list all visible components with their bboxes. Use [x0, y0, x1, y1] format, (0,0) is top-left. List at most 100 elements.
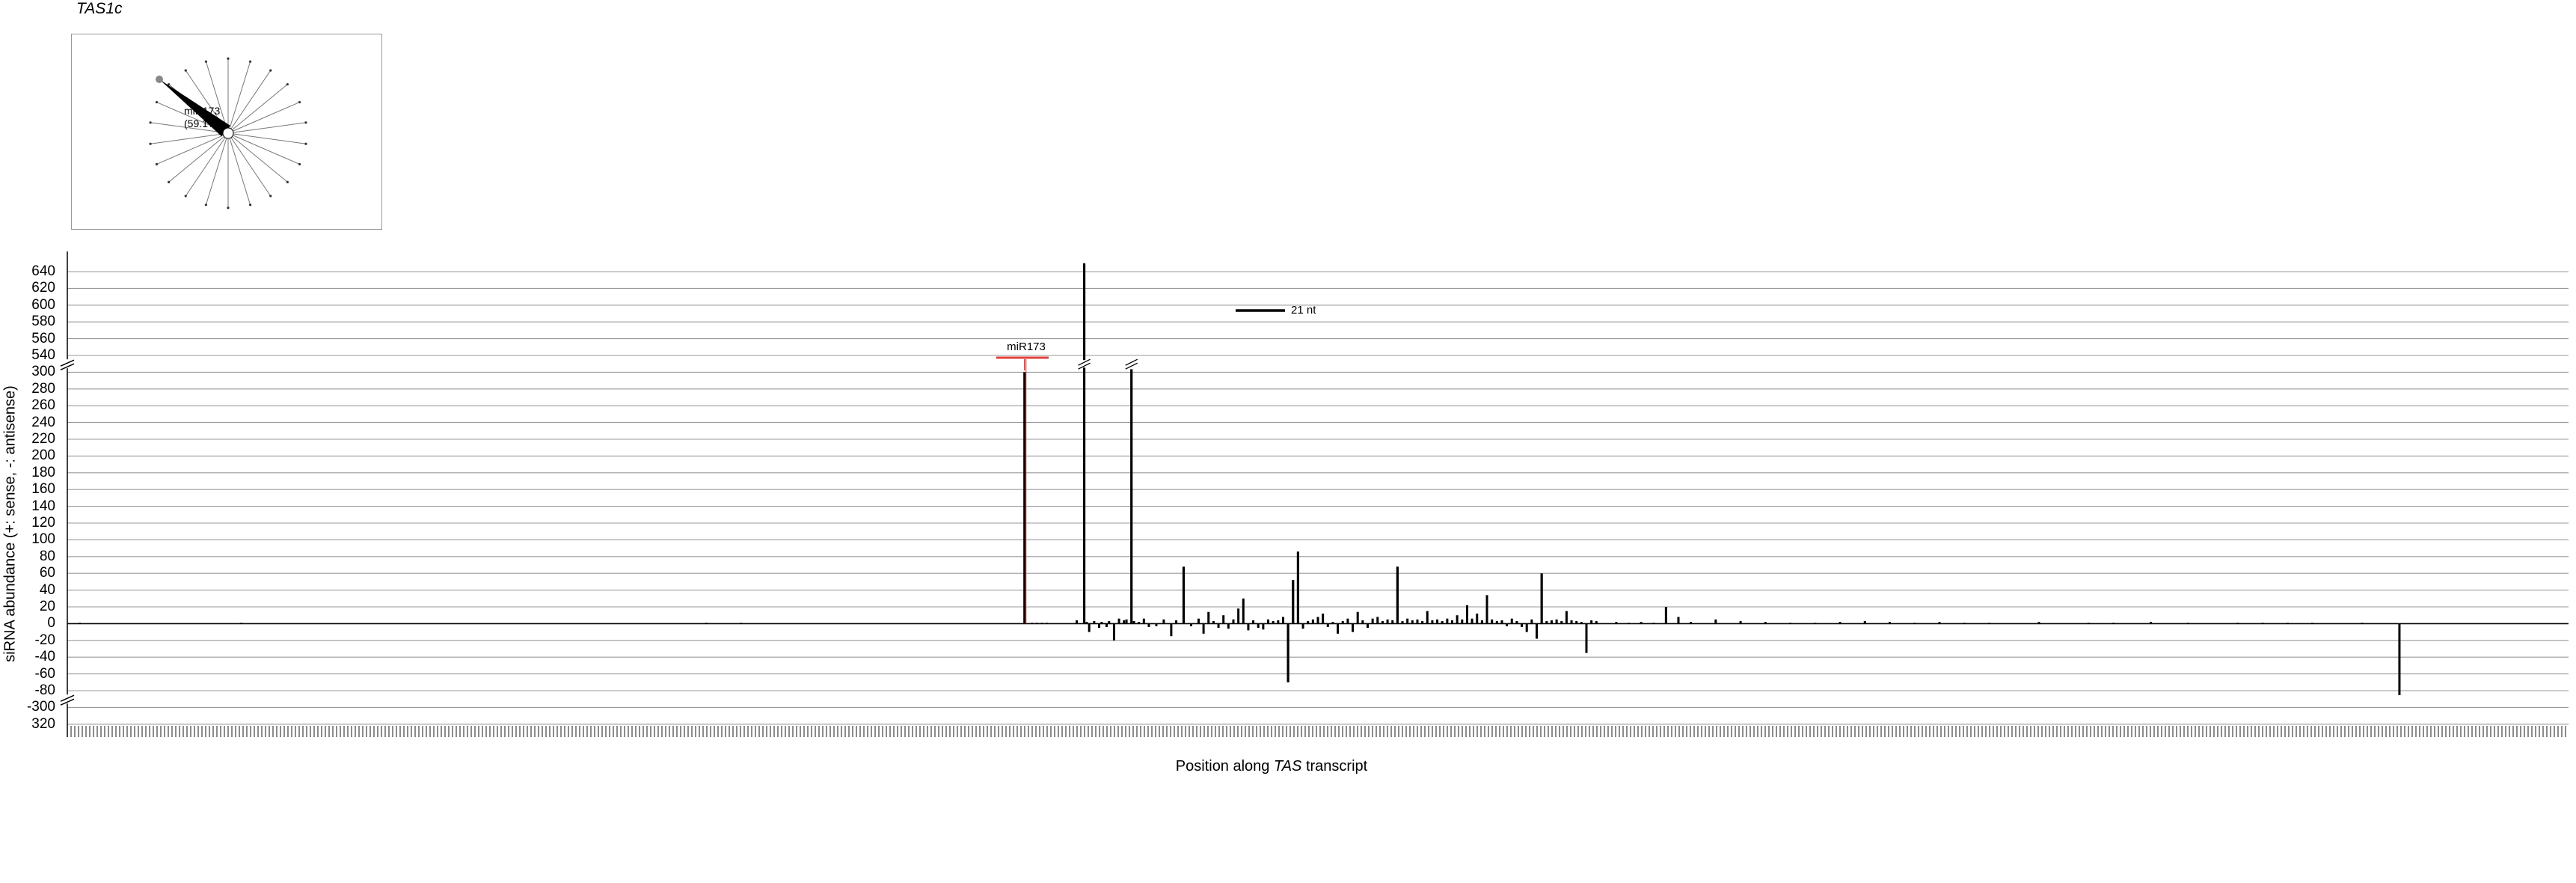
radial-spoke — [185, 132, 229, 197]
legend-label: 21 nt — [1291, 304, 1316, 317]
y-axis-break-lower — [60, 698, 75, 706]
sirna-bar — [1426, 611, 1429, 624]
radial-spoke-end — [204, 60, 208, 63]
sirna-bar — [1530, 619, 1533, 624]
mirna-wedge — [159, 79, 230, 136]
sirna-bar — [1142, 618, 1145, 624]
sirna-bar — [1366, 623, 1369, 628]
sirna-bar — [1162, 619, 1165, 624]
radial-spoke-end — [269, 195, 272, 198]
sirna-bar — [1525, 623, 1528, 632]
sirna-bar — [1301, 623, 1304, 629]
sirna-bar — [1082, 263, 1086, 624]
y-tick-label: 100 — [31, 531, 55, 548]
radial-spoke — [150, 132, 229, 144]
sirna-bar — [1396, 566, 1399, 624]
sirna-bar — [1540, 573, 1543, 624]
radial-spoke — [205, 61, 229, 134]
radial-spoke-end — [155, 162, 159, 166]
sirna-bar — [1446, 618, 1449, 624]
sirna-bar — [1296, 552, 1300, 624]
sirna-bar — [1337, 623, 1340, 634]
y-tick-label: 220 — [31, 431, 55, 447]
sirna-bar — [1267, 619, 1270, 624]
y-tick-label: 120 — [31, 515, 55, 531]
inset-mirna-percent: (59.1%) — [184, 117, 221, 129]
sirna-bar — [1714, 619, 1717, 624]
y-tick-label: 0 — [47, 615, 55, 632]
sirna-bar — [1401, 621, 1404, 624]
sirna-bar — [1987, 623, 1990, 624]
sirna-bar — [2150, 622, 2153, 624]
sirna-bar — [1570, 620, 1573, 624]
sirna-bar — [2361, 623, 2364, 624]
sirna-bar — [1406, 618, 1409, 624]
page-title: TAS1c — [76, 0, 123, 17]
sirna-bar — [1277, 620, 1280, 624]
sirna-bar — [1352, 623, 1355, 632]
y-tick-label: 600 — [31, 296, 55, 313]
sirna-bar — [1411, 620, 1414, 624]
y-tick-label: 640 — [31, 263, 55, 279]
radial-spoke-end — [304, 142, 307, 145]
radial-spoke-end — [184, 195, 187, 198]
radial-spoke-end — [248, 60, 252, 63]
radial-spoke-end — [168, 83, 171, 86]
sirna-bar — [1555, 619, 1558, 624]
bar-break-mark — [1125, 362, 1138, 370]
y-tick-label: 40 — [39, 581, 55, 598]
sirna-bar — [1331, 622, 1334, 624]
y-axis-break-upper — [60, 363, 75, 370]
y-tick-label: -60 — [34, 665, 55, 682]
sirna-bar — [1132, 621, 1135, 624]
sirna-bar — [1346, 618, 1349, 624]
sirna-bar — [1287, 623, 1289, 682]
sirna-bar — [1100, 622, 1103, 624]
sirna-bar — [1097, 623, 1100, 628]
sirna-bar — [1189, 623, 1192, 626]
sirna-bar — [1814, 623, 1817, 624]
y-tick-label: 140 — [31, 498, 55, 514]
sirna-bar — [1272, 621, 1275, 624]
y-tick-label: 260 — [31, 397, 55, 414]
sirna-bar — [1664, 607, 1667, 624]
radial-spoke — [156, 132, 229, 165]
sirna-bar — [1175, 620, 1178, 624]
sirna-bar — [1764, 622, 1767, 624]
radial-spoke-end — [248, 204, 252, 207]
sirna-bar — [1652, 623, 1655, 624]
sirna-bar — [1085, 622, 1088, 624]
sirna-bar — [1789, 623, 1792, 624]
sirna-bar — [2286, 623, 2289, 624]
sirna-bar — [1485, 595, 1488, 624]
radial-spoke-end — [286, 83, 289, 86]
sirna-bar — [1117, 618, 1120, 624]
sirna-bar — [1456, 615, 1459, 624]
bar-break-mark — [1078, 362, 1091, 370]
sirna-bar — [1677, 617, 1680, 624]
inset-mirna-label: miR173 (59.1%) — [184, 105, 221, 130]
x-axis-title-prefix: Position along — [1175, 758, 1274, 774]
radial-spoke-end — [149, 121, 152, 124]
sirna-bar — [1262, 623, 1265, 630]
sirna-bar — [1046, 623, 1049, 624]
sirna-bar — [1035, 623, 1038, 624]
sirna-bar — [1123, 620, 1126, 624]
sirna-bar — [1197, 618, 1200, 624]
sirna-bar — [1031, 623, 1034, 624]
radial-spoke — [227, 132, 272, 197]
sirna-bar — [1640, 622, 1643, 624]
sirna-bar — [705, 623, 708, 624]
radial-spoke — [227, 132, 288, 183]
sirna-bar — [1690, 622, 1693, 624]
sirna-bar — [1217, 623, 1220, 628]
radial-spoke — [227, 132, 251, 205]
y-tick-label: 240 — [31, 414, 55, 430]
sirna-bar — [2037, 622, 2040, 624]
y-tick-label: 320 — [31, 715, 55, 732]
y-tick-label: 300 — [31, 364, 55, 380]
radial-spoke-end — [184, 69, 187, 72]
radial-spoke-end — [298, 100, 301, 104]
sirna-bar — [1361, 620, 1364, 624]
